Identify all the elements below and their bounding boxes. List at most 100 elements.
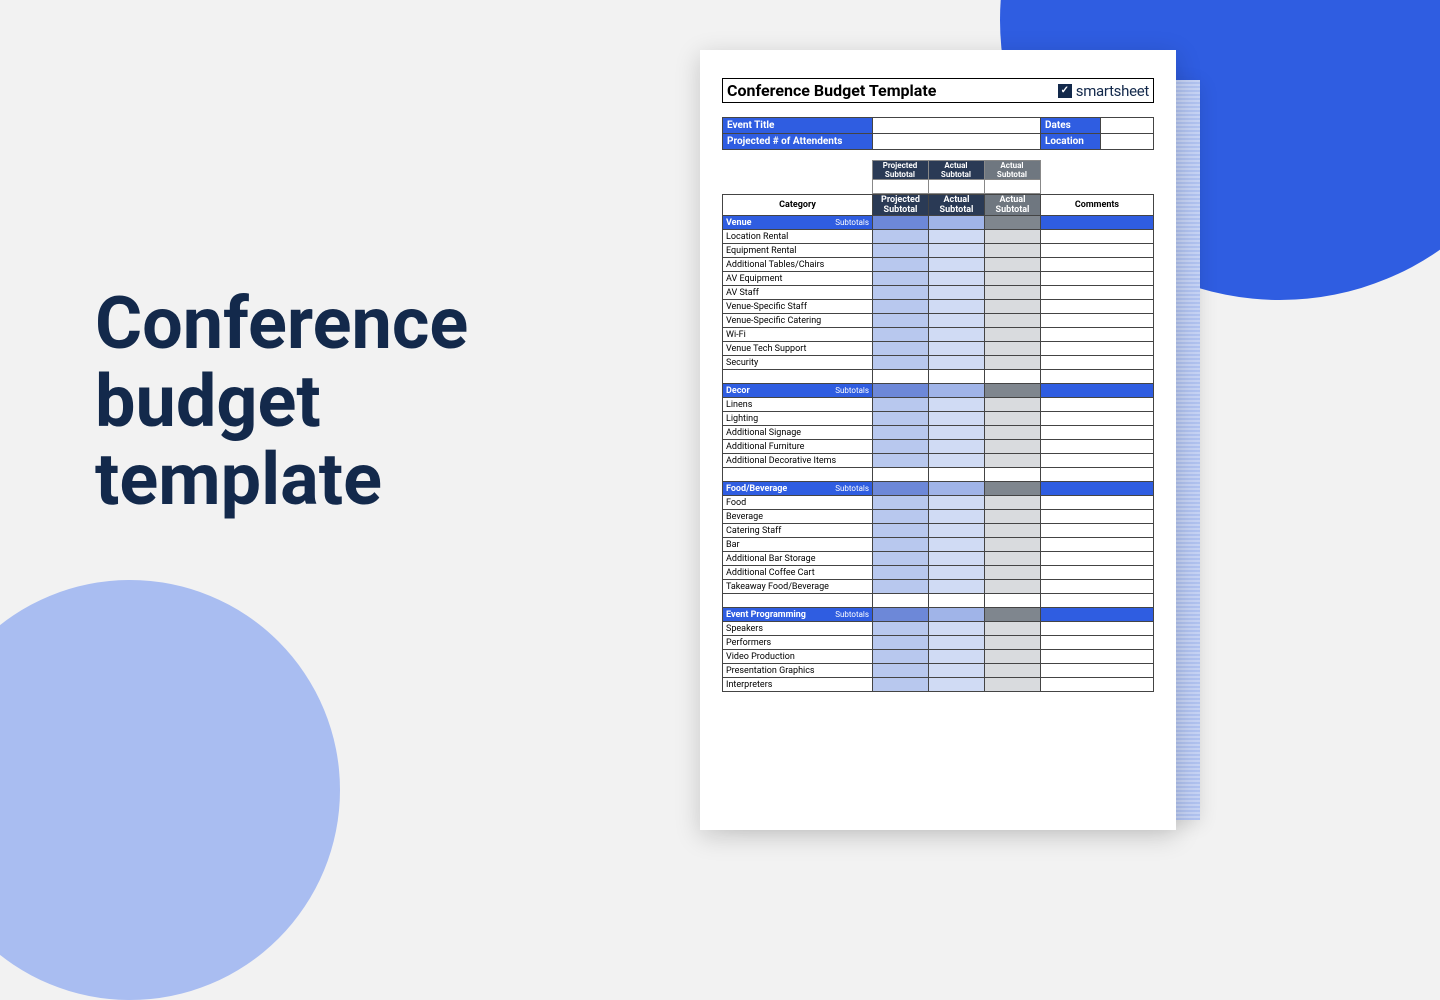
item-comments — [1041, 356, 1154, 370]
col-actual1: ActualSubtotal — [929, 195, 985, 216]
item-name: AV Equipment — [723, 272, 873, 286]
table-row: Food — [723, 496, 1154, 510]
item-projected — [873, 496, 929, 510]
dates-label: Dates — [1041, 118, 1101, 134]
section-row: Food/BeverageSubtotals — [723, 482, 1154, 496]
item-projected — [873, 244, 929, 258]
item-projected — [873, 552, 929, 566]
item-comments — [1041, 440, 1154, 454]
item-actual2 — [985, 510, 1041, 524]
item-actual2 — [985, 566, 1041, 580]
item-actual1 — [929, 244, 985, 258]
item-name: Security — [723, 356, 873, 370]
event-title-cell — [873, 118, 1041, 134]
col-projected: ProjectedSubtotal — [873, 195, 929, 216]
brand-name: smartsheet — [1076, 82, 1149, 100]
section-projected — [873, 482, 929, 496]
document-title-bar: Conference Budget Template ✓ smartsheet — [722, 78, 1154, 103]
section-comments — [1041, 482, 1154, 496]
table-row: Additional Signage — [723, 426, 1154, 440]
section-name: Event ProgrammingSubtotals — [723, 608, 873, 622]
item-actual1 — [929, 440, 985, 454]
item-name: Location Rental — [723, 230, 873, 244]
table-row: Additional Bar Storage — [723, 552, 1154, 566]
item-projected — [873, 678, 929, 692]
item-actual1 — [929, 342, 985, 356]
item-projected — [873, 328, 929, 342]
event-title-label: Event Title — [723, 118, 873, 134]
table-row: Venue-Specific Staff — [723, 300, 1154, 314]
item-name: Video Production — [723, 650, 873, 664]
item-actual1 — [929, 664, 985, 678]
checkmark-icon: ✓ — [1058, 84, 1072, 98]
item-name: Additional Signage — [723, 426, 873, 440]
table-row: Catering Staff — [723, 524, 1154, 538]
item-actual2 — [985, 622, 1041, 636]
item-projected — [873, 580, 929, 594]
item-name: Additional Coffee Cart — [723, 566, 873, 580]
item-comments — [1041, 272, 1154, 286]
budget-table: Category ProjectedSubtotal ActualSubtota… — [722, 194, 1154, 692]
table-row: Venue Tech Support — [723, 342, 1154, 356]
item-actual1 — [929, 454, 985, 468]
item-projected — [873, 566, 929, 580]
attendees-label: Projected # of Attendents — [723, 134, 873, 150]
table-row: Additional Tables/Chairs — [723, 258, 1154, 272]
item-name: Venue-Specific Catering — [723, 314, 873, 328]
section-actual2 — [985, 482, 1041, 496]
item-comments — [1041, 426, 1154, 440]
section-projected — [873, 608, 929, 622]
item-projected — [873, 440, 929, 454]
item-actual2 — [985, 328, 1041, 342]
table-row: Beverage — [723, 510, 1154, 524]
item-actual2 — [985, 552, 1041, 566]
item-comments — [1041, 314, 1154, 328]
item-comments — [1041, 342, 1154, 356]
table-row: Presentation Graphics — [723, 664, 1154, 678]
table-row: Performers — [723, 636, 1154, 650]
item-comments — [1041, 244, 1154, 258]
item-projected — [873, 538, 929, 552]
item-comments — [1041, 538, 1154, 552]
item-name: Additional Bar Storage — [723, 552, 873, 566]
item-projected — [873, 356, 929, 370]
item-comments — [1041, 230, 1154, 244]
item-actual1 — [929, 286, 985, 300]
table-row: Takeaway Food/Beverage — [723, 580, 1154, 594]
table-row: Additional Coffee Cart — [723, 566, 1154, 580]
section-actual1 — [929, 384, 985, 398]
item-comments — [1041, 496, 1154, 510]
section-name: VenueSubtotals — [723, 216, 873, 230]
item-actual2 — [985, 286, 1041, 300]
item-actual1 — [929, 566, 985, 580]
item-actual2 — [985, 272, 1041, 286]
item-name: Additional Decorative Items — [723, 454, 873, 468]
location-label: Location — [1041, 134, 1101, 150]
item-projected — [873, 398, 929, 412]
item-actual1 — [929, 412, 985, 426]
spacer-row — [723, 370, 1154, 384]
table-row: Additional Furniture — [723, 440, 1154, 454]
item-actual2 — [985, 244, 1041, 258]
item-actual1 — [929, 398, 985, 412]
section-actual1 — [929, 482, 985, 496]
section-actual2 — [985, 384, 1041, 398]
item-projected — [873, 524, 929, 538]
document-preview: Conference Budget Template ✓ smartsheet … — [700, 50, 1340, 850]
table-row: Video Production — [723, 650, 1154, 664]
item-projected — [873, 314, 929, 328]
item-actual2 — [985, 398, 1041, 412]
item-actual1 — [929, 272, 985, 286]
item-name: Bar — [723, 538, 873, 552]
spacer-row — [723, 594, 1154, 608]
item-name: Wi-Fi — [723, 328, 873, 342]
item-name: Performers — [723, 636, 873, 650]
item-actual1 — [929, 510, 985, 524]
item-actual2 — [985, 230, 1041, 244]
item-actual1 — [929, 636, 985, 650]
item-actual2 — [985, 454, 1041, 468]
item-actual2 — [985, 314, 1041, 328]
front-sheet: Conference Budget Template ✓ smartsheet … — [700, 50, 1176, 830]
location-cell — [1101, 134, 1154, 150]
item-actual1 — [929, 552, 985, 566]
